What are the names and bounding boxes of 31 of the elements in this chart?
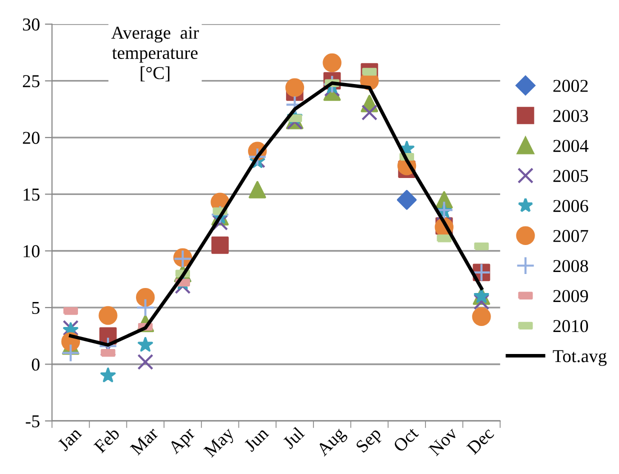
y-tick-label: -5 [26,415,40,428]
legend-label: 2008 [553,260,588,272]
y-tick-label: 20 [22,132,40,144]
legend-label: Tot.avg [552,350,607,366]
y-axis-title: Average air temperature [°C] [111,26,199,82]
y-tick-label: 25 [22,75,40,88]
legend-label: 2006 [553,200,588,212]
legend-label: 2009 [553,290,588,302]
y-tick-label: 10 [24,245,40,258]
x-tick-label: Mar [130,426,160,456]
x-tick-label: May [203,426,238,460]
x-tick-label: Jun [244,426,270,452]
legend-label: 2004 [553,140,588,152]
y-tick-label: 15 [24,188,40,201]
y-tick-label: 0 [32,358,40,371]
x-tick-label: Nov [428,426,458,456]
legend-label: 2003 [553,110,588,122]
legend-label: 2010 [553,320,588,332]
legend-label: 2007 [553,230,588,242]
y-tick-label: 5 [32,302,40,314]
x-tick-label: Dec [466,426,495,455]
legend-label: 2005 [553,170,588,182]
x-tick-label: Feb [93,426,120,454]
legend-label: 2002 [553,80,588,92]
x-tick-label: Jan [57,426,82,452]
x-tick-label: Sep [355,426,384,456]
x-tick-label: Apr [168,426,198,458]
y-tick-label: 30 [23,18,40,31]
x-tick-label: Aug [316,426,349,460]
x-tick-label: Oct [392,426,420,453]
x-tick-label: Jul [282,426,306,450]
